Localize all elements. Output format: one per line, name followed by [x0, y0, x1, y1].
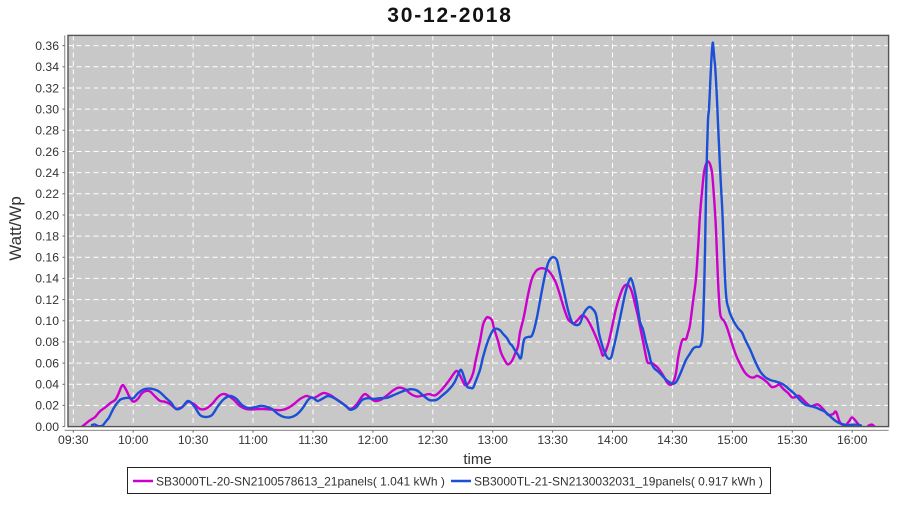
svg-text:0.34: 0.34 — [35, 60, 59, 74]
svg-text:15:00: 15:00 — [717, 433, 748, 447]
svg-text:0.06: 0.06 — [35, 356, 59, 370]
svg-text:15:30: 15:30 — [777, 433, 808, 447]
svg-text:11:30: 11:30 — [298, 433, 328, 447]
svg-text:13:30: 13:30 — [537, 433, 568, 447]
svg-text:0.14: 0.14 — [35, 272, 59, 286]
svg-text:14:30: 14:30 — [657, 433, 688, 447]
svg-text:0.08: 0.08 — [35, 335, 59, 349]
svg-text:0.22: 0.22 — [35, 187, 59, 201]
svg-text:0.18: 0.18 — [35, 229, 59, 243]
svg-text:09:30: 09:30 — [58, 433, 89, 447]
svg-text:14:00: 14:00 — [597, 433, 628, 447]
svg-text:12:00: 12:00 — [358, 433, 389, 447]
svg-text:0.26: 0.26 — [35, 145, 59, 159]
svg-text:0.30: 0.30 — [35, 102, 59, 116]
svg-text:0.28: 0.28 — [35, 124, 59, 138]
svg-text:0.04: 0.04 — [35, 378, 59, 392]
svg-text:0.32: 0.32 — [35, 81, 59, 95]
svg-text:0.10: 0.10 — [35, 314, 59, 328]
svg-text:13:00: 13:00 — [477, 433, 508, 447]
svg-text:10:30: 10:30 — [178, 433, 209, 447]
svg-text:0.12: 0.12 — [35, 293, 59, 307]
svg-text:0.24: 0.24 — [35, 166, 59, 180]
svg-text:11:00: 11:00 — [238, 433, 268, 447]
svg-text:time: time — [463, 451, 491, 468]
svg-text:0.20: 0.20 — [35, 208, 59, 222]
svg-text:SB3000TL-21-SN2130032031_19pan: SB3000TL-21-SN2130032031_19panels( 0.917… — [474, 475, 763, 489]
svg-text:12:30: 12:30 — [418, 433, 449, 447]
svg-text:SB3000TL-20-SN2100578613_21pan: SB3000TL-20-SN2100578613_21panels( 1.041… — [156, 475, 445, 489]
svg-text:30-12-2018: 30-12-2018 — [387, 4, 512, 27]
svg-text:Watt/Wp: Watt/Wp — [6, 196, 25, 261]
svg-text:0.02: 0.02 — [35, 399, 59, 413]
svg-text:16:00: 16:00 — [837, 433, 868, 447]
svg-text:10:00: 10:00 — [118, 433, 149, 447]
svg-text:0.00: 0.00 — [35, 420, 59, 434]
svg-text:0.36: 0.36 — [35, 39, 59, 53]
svg-text:0.16: 0.16 — [35, 251, 59, 265]
